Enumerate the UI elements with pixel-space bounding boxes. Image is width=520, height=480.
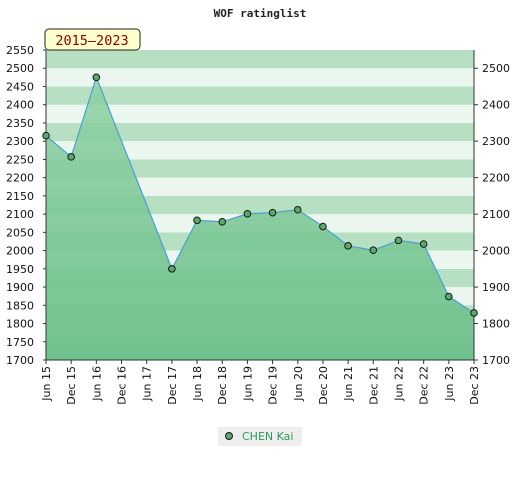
data-point[interactable]	[67, 153, 75, 161]
y-tick-label: 2150	[6, 190, 34, 203]
y-tick-label: 2050	[6, 226, 34, 239]
data-point[interactable]	[243, 209, 252, 218]
legend-label: CHEN Kai	[242, 430, 293, 443]
x-tick-label: Jun 16	[90, 366, 103, 402]
data-point[interactable]	[369, 246, 378, 255]
data-point[interactable]	[293, 205, 302, 214]
grid-band	[46, 159, 474, 178]
x-tick-label: Dec 21	[367, 366, 380, 405]
x-tick-label: Dec 19	[267, 366, 280, 405]
x-tick-label: Jun 19	[241, 366, 254, 402]
y-tick-label: 2500	[6, 62, 34, 75]
y-tick-label: 1750	[6, 336, 34, 349]
series-area	[46, 77, 474, 361]
data-point[interactable]	[394, 236, 403, 245]
area-layer	[45, 75, 475, 361]
x-tick-label: Jun 23	[443, 366, 456, 402]
y-right-tick-label: 2300	[482, 135, 510, 148]
y-tick-label: 2400	[6, 99, 34, 112]
range-box: 2015–2023	[44, 28, 141, 51]
y-tick-label: 1700	[6, 354, 34, 367]
grid-band	[46, 177, 474, 196]
data-point[interactable]	[92, 73, 101, 82]
y-tick-label: 1950	[6, 263, 34, 276]
data-point[interactable]	[193, 216, 201, 225]
y-right-tick-label: 1800	[482, 318, 510, 331]
grid-band	[46, 50, 474, 69]
data-point[interactable]	[319, 222, 327, 231]
y-tick-label: 2100	[6, 208, 34, 221]
y-axis-right: 1700 1800 1900 2000 2100 2200 2300 2400 2500	[474, 62, 510, 367]
legend-bg	[218, 427, 302, 446]
x-tick-label: Dec 22	[418, 366, 431, 405]
data-point[interactable]	[168, 265, 176, 273]
grid-band	[46, 195, 474, 215]
data-point[interactable]	[218, 217, 227, 226]
x-tick-label: Jun 17	[141, 366, 154, 402]
x-tick-label: Jun 20	[292, 366, 305, 402]
grid-band	[46, 86, 474, 105]
data-points	[42, 73, 478, 317]
range-label: 2015–2023	[55, 33, 128, 49]
y-right-tick-label: 2200	[482, 172, 510, 185]
x-tick-label: Dec 16	[116, 366, 129, 405]
axes	[45, 50, 475, 361]
y-tick-label: 2350	[6, 117, 34, 130]
grid-band	[46, 104, 474, 123]
y-right-tick-label: 1700	[482, 354, 510, 367]
y-axis-left: 1700 1750 1800 1850 1900 1950 2000 2050 2100 2150…	[6, 44, 46, 367]
x-tick-label: Dec 15	[65, 366, 78, 405]
x-tick-label: Jun 21	[342, 366, 355, 402]
x-tick-label: Jun 22	[392, 366, 405, 402]
data-point[interactable]	[445, 292, 453, 301]
data-point[interactable]	[419, 240, 428, 248]
x-axis: Jun 15 Dec 15 Jun 16 Dec 16 Jun 17 Dec 17 Jun …	[40, 360, 481, 405]
y-tick-label: 1800	[6, 318, 34, 331]
x-tick-label: Jun 18	[191, 366, 204, 402]
x-tick-label: Dec 23	[468, 366, 481, 405]
y-tick-label: 2200	[6, 172, 34, 185]
y-tick-label: 2550	[6, 44, 34, 57]
legend-marker	[225, 432, 233, 440]
data-point[interactable]	[42, 131, 50, 140]
y-tick-label: 1850	[6, 299, 34, 312]
y-tick-label: 2000	[6, 245, 34, 258]
y-right-tick-label: 2000	[482, 245, 510, 258]
x-tick-label: Jun 15	[40, 366, 53, 402]
y-tick-label: 2450	[6, 80, 34, 93]
range-box-bg	[44, 28, 141, 51]
data-point[interactable]	[344, 242, 352, 250]
y-right-tick-label: 1900	[482, 281, 510, 294]
x-tick-label: Dec 18	[216, 366, 229, 405]
data-point[interactable]	[470, 309, 478, 317]
x-tick-label: Dec 17	[166, 366, 179, 405]
grid-band	[46, 122, 474, 142]
y-tick-label: 2300	[6, 135, 34, 148]
y-right-tick-label: 2100	[482, 208, 510, 221]
grid-band	[46, 141, 474, 160]
y-tick-label: 1900	[6, 281, 34, 294]
data-point[interactable]	[268, 208, 277, 217]
chart-title: WOF ratinglist	[214, 7, 307, 20]
grid-band	[46, 68, 474, 87]
x-tick-label: Dec 20	[317, 366, 330, 405]
y-right-tick-label: 2500	[482, 62, 510, 75]
y-right-tick-label: 2400	[482, 99, 510, 112]
legend[interactable]: CHEN Kai	[218, 427, 302, 446]
series-line	[45, 75, 475, 314]
y-tick-label: 2250	[6, 153, 34, 166]
